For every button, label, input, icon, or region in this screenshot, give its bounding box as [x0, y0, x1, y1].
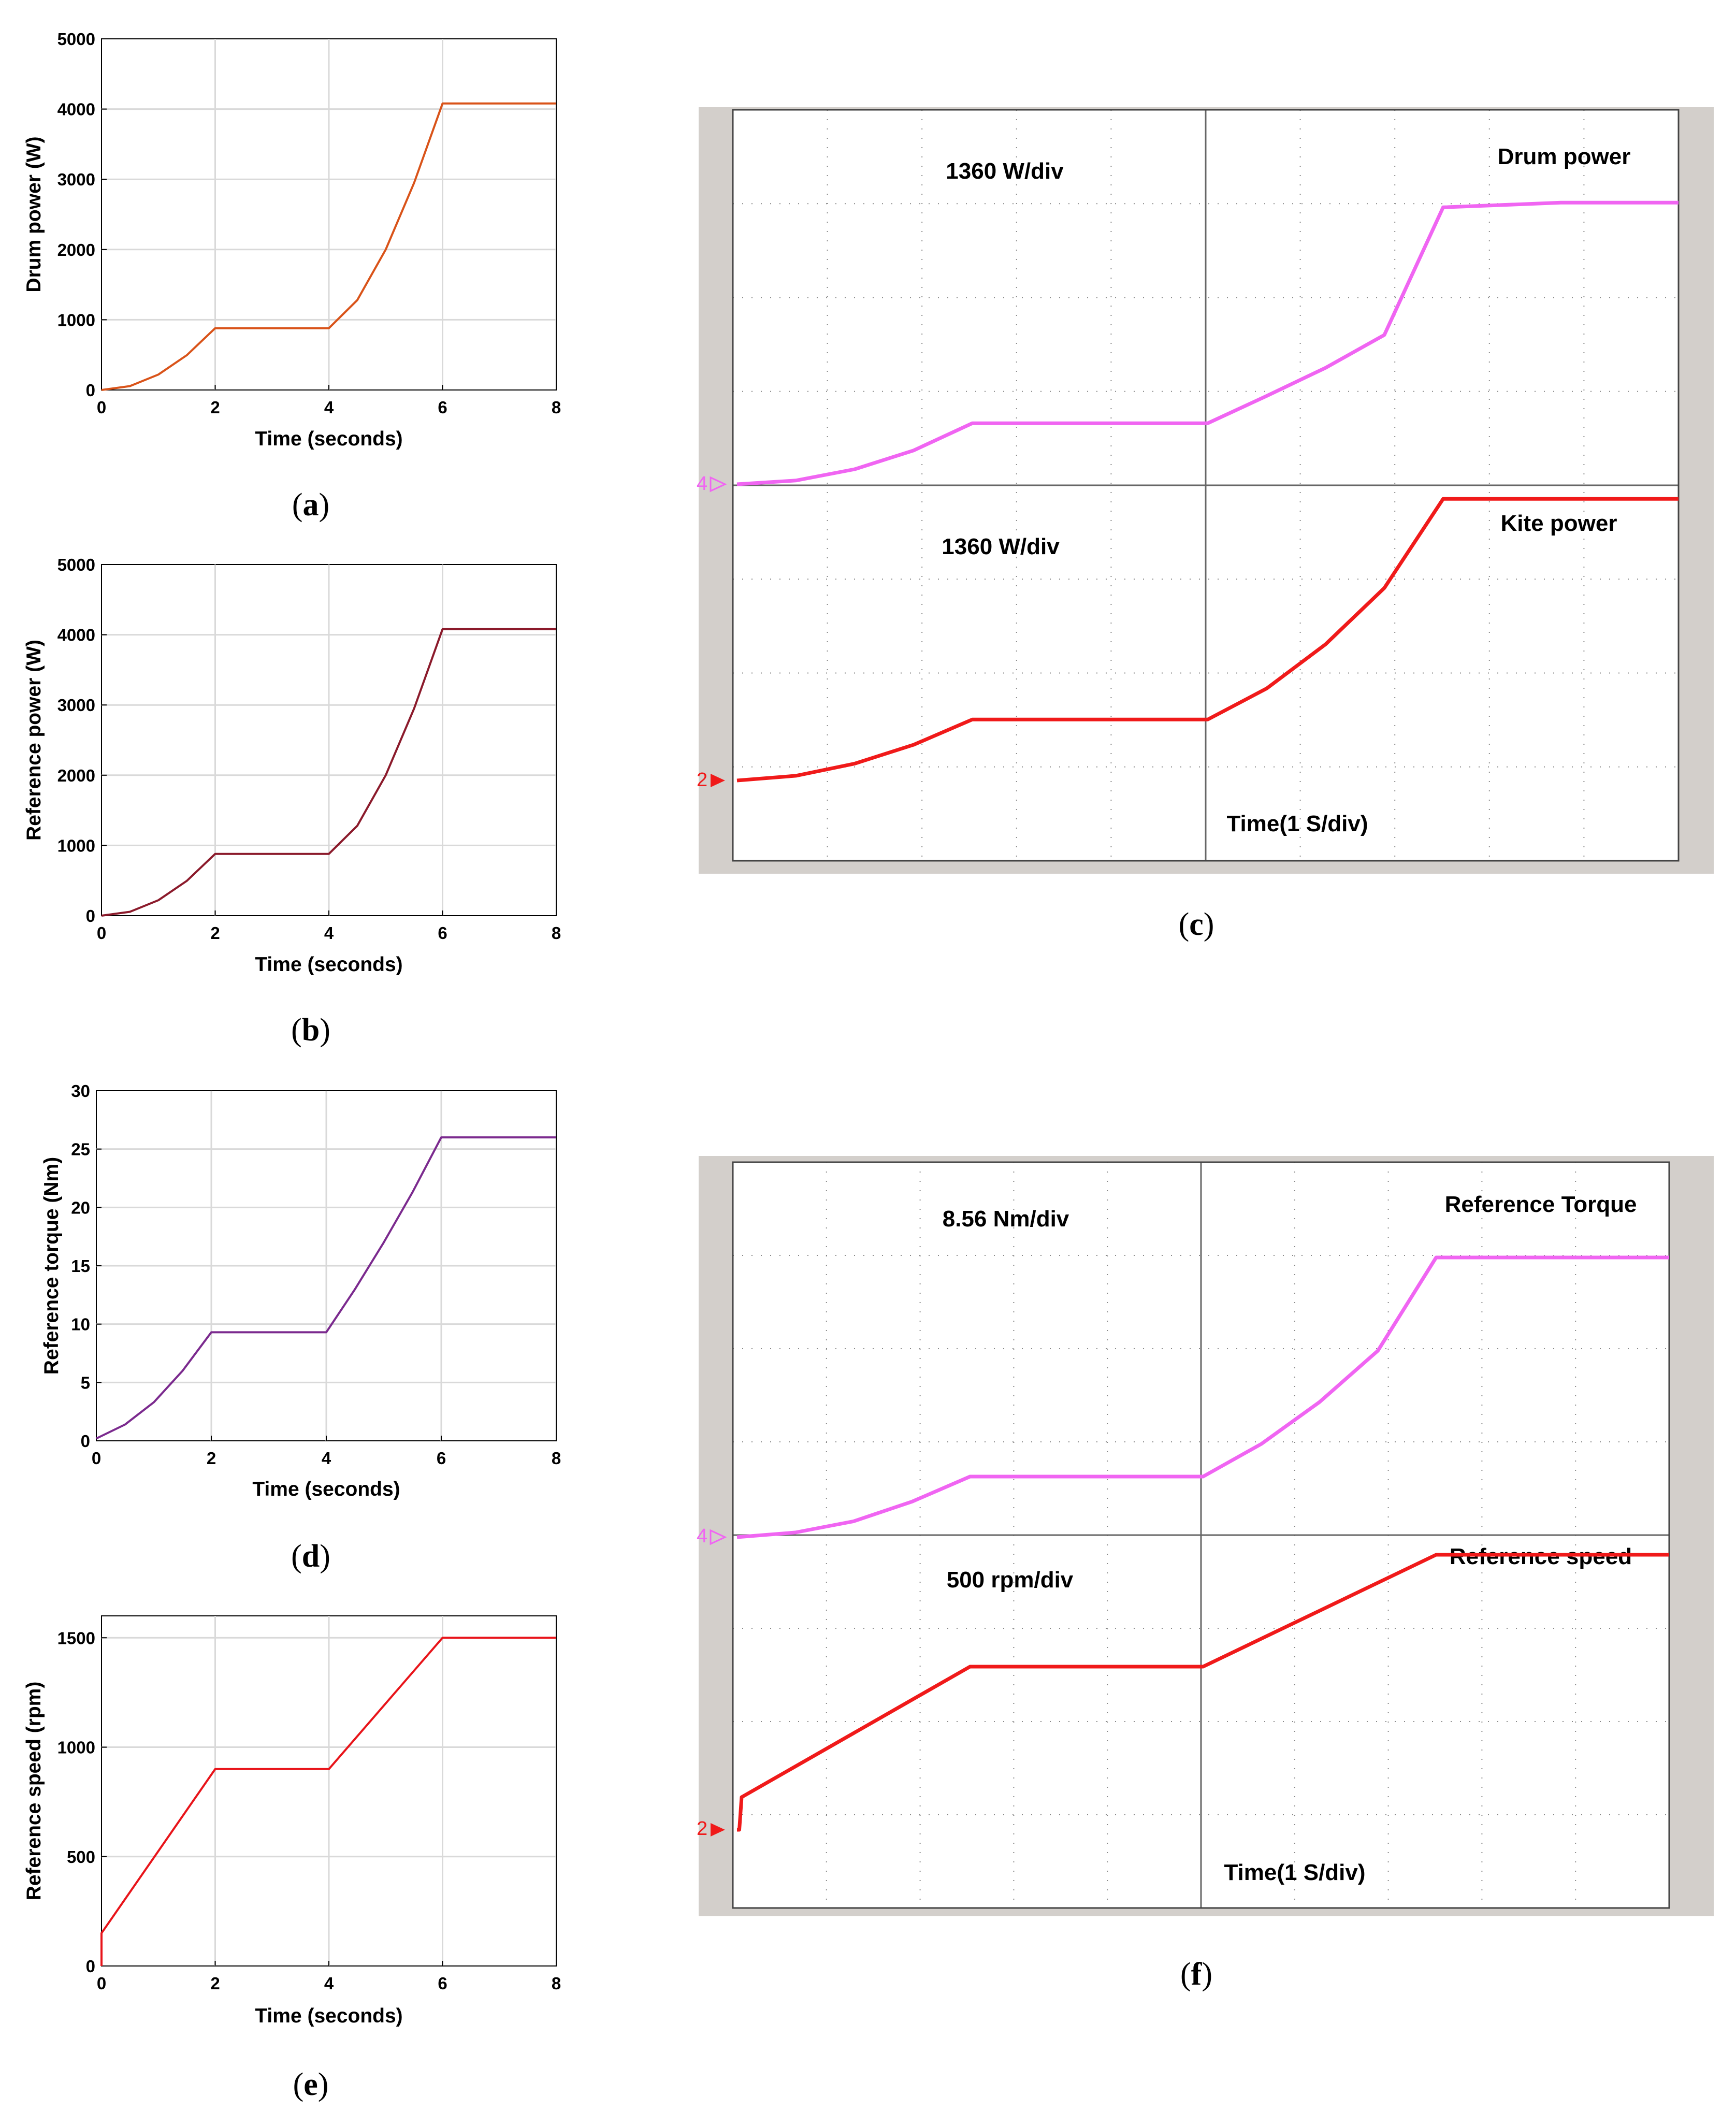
x-tick-label: 2	[210, 398, 220, 417]
x-tick-label: 4	[322, 1449, 331, 1468]
panel-caption: (f)	[1180, 1957, 1212, 1992]
channel-marker-bottom: 2	[697, 1818, 707, 1840]
channel-arrow-bottom	[711, 774, 725, 787]
scope-trace-top	[736, 1255, 1669, 1539]
y-tick-label: 10	[71, 1315, 90, 1334]
y-tick-label: 15	[71, 1256, 90, 1276]
panel-d: 0 2 4 6 8 0 5 10 15 20 25 30 Time (seconds) Referen…	[40, 1081, 561, 1574]
y-tick-label: 1000	[57, 836, 95, 855]
channel-arrow-top	[710, 1529, 727, 1545]
x-tick-label: 2	[210, 1974, 220, 1993]
y-tick-label: 3000	[57, 696, 95, 715]
series-line-b	[101, 628, 556, 917]
caption-letter: f	[1191, 1957, 1203, 1992]
x-tick-label: 8	[552, 398, 561, 417]
y-tick-label: 2000	[57, 766, 95, 785]
scale-label-bottom: 500 rpm/div	[947, 1567, 1074, 1593]
scope-trace-bottom	[736, 497, 1679, 783]
channel-marker-top: 4	[697, 1525, 707, 1547]
y-tick-label: 20	[71, 1198, 90, 1217]
time-scale-label: Time(1 S/div)	[1226, 811, 1368, 836]
caption-letter: c	[1189, 907, 1204, 942]
series-label-bottom: Kite power	[1501, 511, 1617, 536]
channel-arrow-bottom	[711, 1823, 725, 1837]
x-axis-label: Time (seconds)	[255, 2005, 402, 2027]
x-tick-label: 4	[324, 1974, 334, 1993]
x-tick-label: 2	[207, 1449, 216, 1468]
y-tick-label: 5000	[57, 30, 95, 49]
series-label-top: Drum power	[1498, 144, 1631, 169]
y-tick-label: 4000	[57, 626, 95, 645]
x-axis-label: Time (seconds)	[252, 1478, 400, 1500]
scope-panel-c: 1360 W/div Drum power 1360 W/div Kite po…	[697, 107, 1714, 942]
x-tick-label: 6	[437, 1449, 446, 1468]
panel-caption: (c)	[1179, 907, 1214, 942]
series-line-a	[101, 102, 556, 391]
caption-letter: b	[302, 1013, 320, 1048]
channel-arrow-top	[710, 476, 727, 493]
channel-marker-top: 4	[697, 473, 707, 495]
scale-label-bottom: 1360 W/div	[942, 534, 1060, 559]
y-tick-label: 2000	[57, 240, 95, 259]
scope-frame	[732, 109, 1680, 862]
series-label-top: Reference Torque	[1445, 1192, 1637, 1217]
y-tick-label: 3000	[57, 170, 95, 189]
y-axis-label: Reference power (W)	[23, 640, 45, 841]
channel-marker-bottom: 2	[697, 769, 707, 791]
scope-trace-top	[736, 200, 1679, 486]
x-tick-label: 6	[438, 1974, 447, 1993]
panel-caption: (e)	[293, 2067, 329, 2102]
y-tick-label: 1000	[57, 1738, 95, 1757]
x-tick-label: 2	[210, 923, 220, 943]
y-axis-label: Reference torque (Nm)	[40, 1157, 63, 1375]
y-tick-label: 0	[86, 906, 95, 926]
y-tick-label: 1500	[57, 1628, 95, 1647]
scale-label-top: 8.56 Nm/div	[943, 1206, 1069, 1232]
x-tick-label: 0	[92, 1449, 101, 1468]
y-axis-label: Reference speed (rpm)	[23, 1682, 45, 1901]
panel-caption: (b)	[291, 1013, 330, 1048]
y-tick-label: 5	[81, 1373, 90, 1392]
scope-trace-bottom	[737, 1553, 1669, 1832]
y-tick-label: 500	[67, 1847, 95, 1867]
caption-letter: a	[303, 487, 319, 523]
y-axis-label: Drum power (W)	[23, 136, 45, 292]
x-axis-label: Time (seconds)	[255, 953, 402, 976]
x-tick-label: 6	[438, 923, 447, 943]
series-line-e	[100, 1637, 556, 1966]
x-tick-label: 4	[324, 923, 334, 943]
y-tick-label: 0	[86, 1957, 95, 1976]
panel-b: 0 2 4 6 8 0 1000 2000 3000 4000 5000 Time (seconds…	[23, 555, 561, 1048]
y-tick-label: 0	[86, 381, 95, 400]
x-tick-label: 6	[438, 398, 447, 417]
x-axis-label: Time (seconds)	[255, 428, 402, 450]
scope-frame	[732, 1161, 1670, 1909]
x-tick-label: 0	[97, 923, 106, 943]
y-tick-label: 25	[71, 1140, 90, 1159]
x-tick-label: 8	[552, 923, 561, 943]
x-tick-label: 0	[97, 1974, 106, 1993]
x-tick-label: 4	[324, 398, 334, 417]
x-tick-label: 8	[552, 1974, 561, 1993]
scope-panel-f: 8.56 Nm/div Reference Torque 500 rpm/div…	[697, 1156, 1714, 1992]
y-tick-label: 1000	[57, 310, 95, 329]
panel-caption: (d)	[291, 1539, 330, 1574]
y-tick-label: 30	[71, 1081, 90, 1101]
x-tick-label: 8	[552, 1449, 561, 1468]
y-tick-label: 0	[81, 1432, 90, 1451]
time-scale-label: Time(1 S/div)	[1224, 1860, 1365, 1885]
x-tick-label: 0	[97, 398, 106, 417]
caption-letter: e	[303, 2067, 318, 2102]
panel-caption: (a)	[292, 487, 329, 523]
caption-letter: d	[302, 1539, 320, 1574]
panel-a: 0 2 4 6 8 0 1000 2000 3000 4000 5000 Time (seconds…	[23, 30, 561, 523]
y-tick-label: 4000	[57, 100, 95, 119]
scale-label-top: 1360 W/div	[946, 158, 1064, 184]
panel-e: 0 2 4 6 8 0 500 1000 1500 Time (seconds) Referen…	[23, 1615, 561, 2102]
y-tick-label: 5000	[57, 555, 95, 574]
series-line-d	[96, 1136, 556, 1440]
